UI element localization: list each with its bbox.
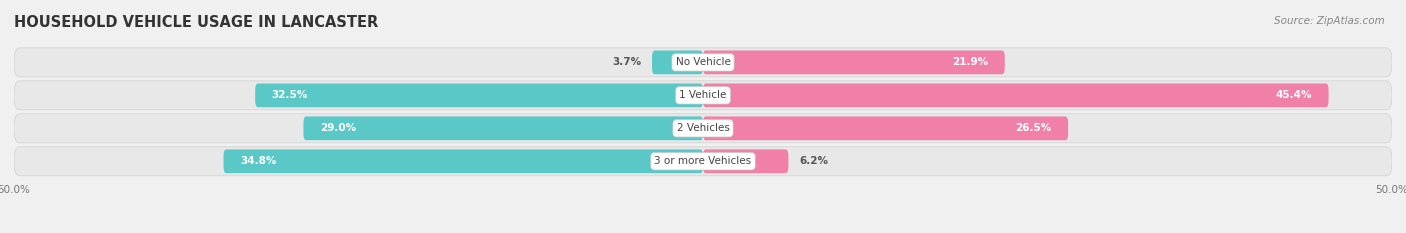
Text: 1 Vehicle: 1 Vehicle [679,90,727,100]
Text: 29.0%: 29.0% [321,123,356,133]
Text: 45.4%: 45.4% [1275,90,1312,100]
FancyBboxPatch shape [652,51,703,74]
FancyBboxPatch shape [14,48,1392,77]
FancyBboxPatch shape [703,83,1329,107]
Text: 6.2%: 6.2% [800,156,828,166]
Text: 32.5%: 32.5% [271,90,308,100]
Text: 3.7%: 3.7% [612,57,641,67]
FancyBboxPatch shape [14,147,1392,176]
FancyBboxPatch shape [14,114,1392,143]
Text: No Vehicle: No Vehicle [675,57,731,67]
Text: 2 Vehicles: 2 Vehicles [676,123,730,133]
Text: 3 or more Vehicles: 3 or more Vehicles [654,156,752,166]
FancyBboxPatch shape [703,116,1069,140]
Text: 26.5%: 26.5% [1015,123,1052,133]
Text: HOUSEHOLD VEHICLE USAGE IN LANCASTER: HOUSEHOLD VEHICLE USAGE IN LANCASTER [14,15,378,30]
FancyBboxPatch shape [224,149,703,173]
FancyBboxPatch shape [703,51,1005,74]
FancyBboxPatch shape [304,116,703,140]
Text: 21.9%: 21.9% [952,57,988,67]
FancyBboxPatch shape [703,149,789,173]
FancyBboxPatch shape [254,83,703,107]
Text: 34.8%: 34.8% [240,156,277,166]
Text: Source: ZipAtlas.com: Source: ZipAtlas.com [1274,16,1385,26]
FancyBboxPatch shape [14,81,1392,110]
